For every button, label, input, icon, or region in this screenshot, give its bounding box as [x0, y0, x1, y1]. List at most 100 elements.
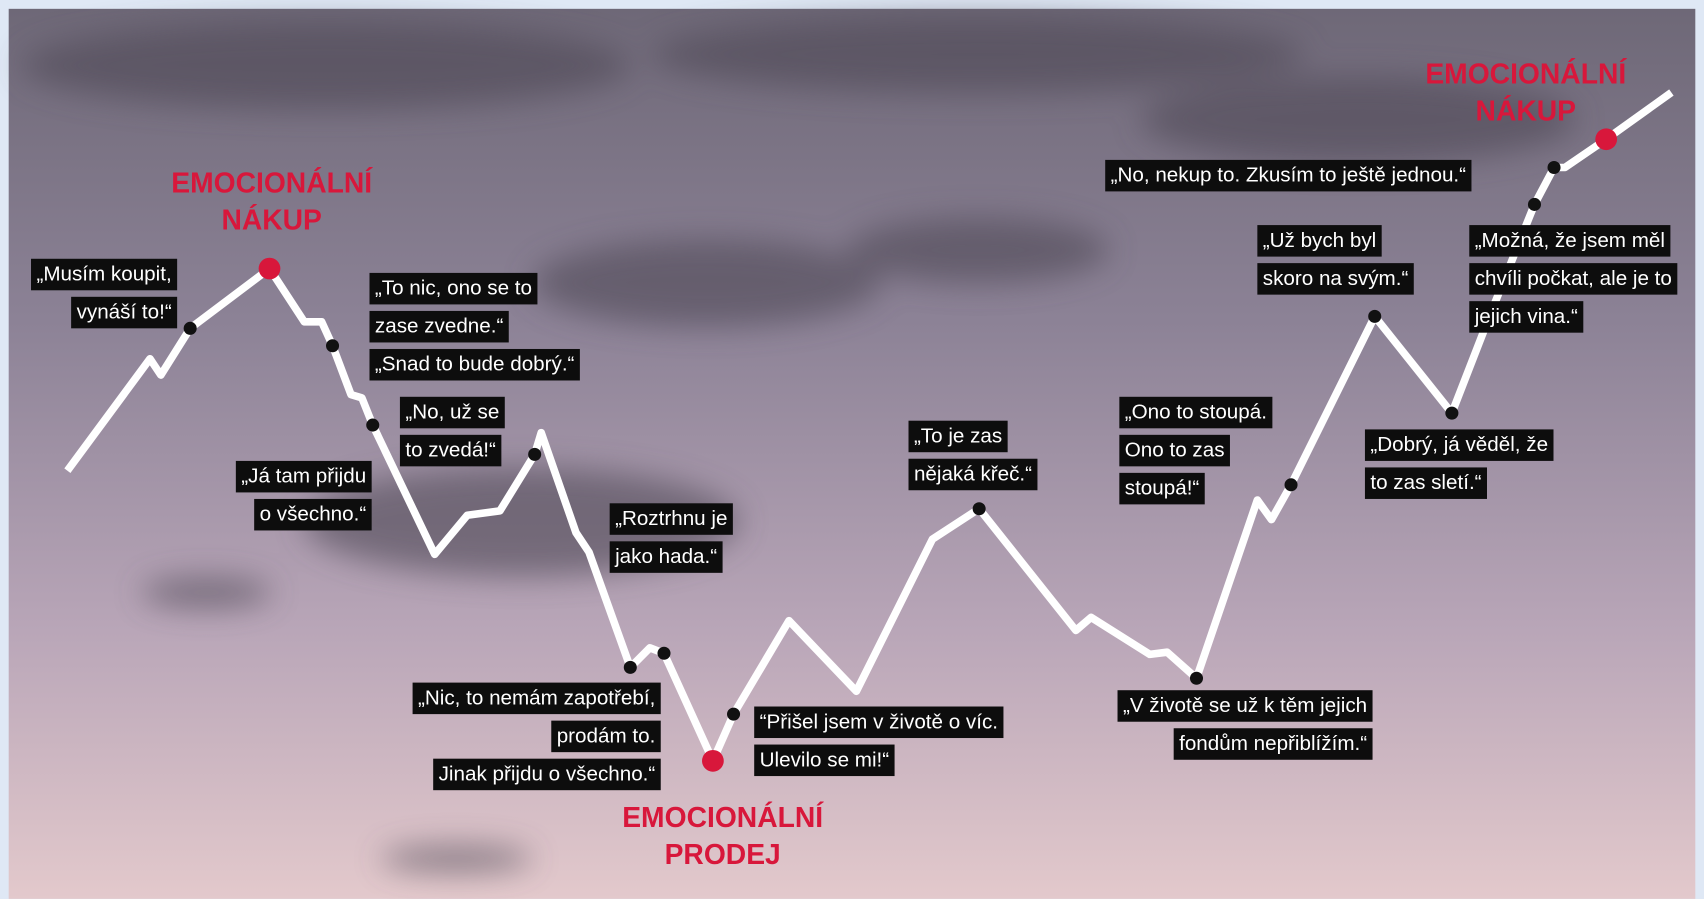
quote-box [369, 348, 580, 381]
quote-box [1173, 728, 1373, 760]
quote-text: „To nic, ono se to [375, 277, 532, 300]
quote-box [369, 310, 509, 343]
quote-line: „Já tam přijdu [235, 460, 372, 493]
quote-box [1469, 225, 1671, 257]
quote-text: zase zvedne.“ [375, 315, 504, 338]
quote-box [235, 460, 372, 493]
quote-text: fondům nepřiblížím.“ [1179, 732, 1367, 755]
quote-line: vynáší to!“ [71, 296, 178, 329]
quote-line: „V životě se už k těm jejich [1117, 690, 1373, 722]
quote-text: chvíli počkat, ale je to [1475, 267, 1672, 290]
quote-box [31, 258, 178, 291]
quote-line: „Snad to bude dobrý.“ [369, 348, 580, 381]
quote-box [1119, 396, 1273, 429]
quote-text: Ono to zas [1125, 439, 1225, 462]
quote-box [1469, 263, 1678, 295]
quote-text: „Ono to stoupá. [1125, 401, 1267, 424]
quote-text: „To je zas [914, 424, 1002, 447]
quote-text: Ulevilo se mi!“ [760, 748, 890, 771]
quote-text: vynáší to!“ [77, 301, 172, 324]
emotion-label: NÁKUP [1476, 95, 1576, 127]
quote-text: „V životě se už k těm jejich [1123, 694, 1367, 717]
quote-text: nějaká křeč.“ [914, 462, 1032, 485]
quote-box [754, 744, 895, 777]
quote-line: nějaká křeč.“ [908, 458, 1038, 491]
quote-line: „Ono to stoupá. [1119, 396, 1273, 429]
quote-text: „No, nekup to. Zkusím to ještě jednou.“ [1111, 164, 1467, 187]
quote-box [71, 296, 178, 329]
quote-line: “Přišel jsem v životě o víc. [754, 706, 1004, 739]
quote-box [1364, 429, 1554, 461]
quote-line: Jinak přijdu o všechno.“ [433, 758, 661, 791]
quote-box [1117, 690, 1373, 722]
quote-text: „Roztrhnu je [615, 507, 727, 530]
quote-text: „No, už se [405, 401, 499, 424]
quote-line: chvíli počkat, ale je to [1469, 263, 1678, 295]
quote-text: Jinak přijdu o všechno.“ [439, 762, 656, 785]
quote-box [1119, 434, 1230, 467]
quote-line: Ulevilo se mi!“ [754, 744, 895, 777]
quote-box [1105, 159, 1472, 192]
quote-line: fondům nepřiblížím.“ [1173, 728, 1373, 760]
quote-box [1469, 301, 1584, 333]
quote-text: prodám to. [557, 724, 656, 747]
quote-line: „To nic, ono se to [369, 272, 538, 305]
quote-line: „To je zas [908, 420, 1008, 453]
emotion-label: PRODEJ [665, 838, 781, 870]
quote-line: „Musím koupit, [31, 258, 178, 291]
quote-line: zase zvedne.“ [369, 310, 509, 343]
quote-text: „Možná, že jsem měl [1475, 229, 1665, 252]
points [183, 160, 1561, 721]
quote-line: „Nic, to nemám zapotřebí, [412, 682, 661, 715]
emotion-label: NÁKUP [221, 203, 321, 235]
quote-text: jejich vina.“ [1474, 305, 1578, 328]
quote-line: jejich vina.“ [1469, 301, 1584, 333]
quote-box [399, 396, 505, 429]
quote-text: jako hada.“ [614, 545, 717, 568]
quote-line: prodám to. [551, 720, 661, 753]
quote-line: „Možná, že jsem měl [1469, 225, 1671, 257]
quote-line: skoro na svým.“ [1257, 263, 1414, 295]
quote-line: to zas sletí.“ [1364, 467, 1487, 499]
quote-text: „Nic, to nemám zapotřebí, [418, 686, 655, 709]
emotion-label: EMOCIONÁLNÍ [622, 801, 824, 833]
quote-line: Ono to zas [1119, 434, 1230, 467]
emotion-label: EMOCIONÁLNÍ [1425, 58, 1627, 90]
quote-line: „Už bych byl [1257, 225, 1382, 257]
quote-box [254, 498, 372, 531]
quote-box [1257, 263, 1414, 295]
quote-text: „Musím koupit, [36, 263, 171, 286]
quote-box [609, 541, 723, 573]
quote-text: „Já tam přijdu [241, 465, 366, 488]
quote-text: to zvedá!“ [405, 439, 496, 462]
quote-box [1364, 467, 1487, 499]
quote-box [1257, 225, 1382, 257]
quote-line: „No, nekup to. Zkusím to ještě jednou.“ [1105, 159, 1472, 192]
quote-box [609, 503, 733, 535]
quote-text: to zas sletí.“ [1370, 471, 1481, 494]
quote-box [433, 758, 661, 791]
quote-line: to zvedá!“ [399, 434, 502, 467]
quote-text: o všechno.“ [260, 503, 367, 526]
quote-text: „Snad to bude dobrý.“ [375, 353, 575, 376]
quote-box [908, 420, 1008, 453]
quote-box [412, 682, 661, 715]
quote-text: „Dobrý, já věděl, že [1370, 433, 1548, 456]
quote-line: „No, už se [399, 396, 505, 429]
quote-line: stoupá!“ [1119, 472, 1205, 505]
emotional-points [258, 128, 1618, 772]
quote-line: „Roztrhnu je [609, 503, 733, 535]
emotion-label: EMOCIONÁLNÍ [171, 166, 373, 198]
quote-line: o všechno.“ [254, 498, 372, 531]
quote-box [754, 706, 1004, 739]
quote-line: jako hada.“ [609, 541, 723, 573]
quote-box [1119, 472, 1205, 505]
quote-text: skoro na svým.“ [1263, 267, 1409, 290]
quote-line: „Dobrý, já věděl, že [1364, 429, 1554, 461]
quote-text: „Už bych byl [1263, 229, 1376, 252]
quote-box [908, 458, 1038, 491]
quote-box [399, 434, 502, 467]
quote-text: “Přišel jsem v životě o víc. [760, 710, 998, 733]
